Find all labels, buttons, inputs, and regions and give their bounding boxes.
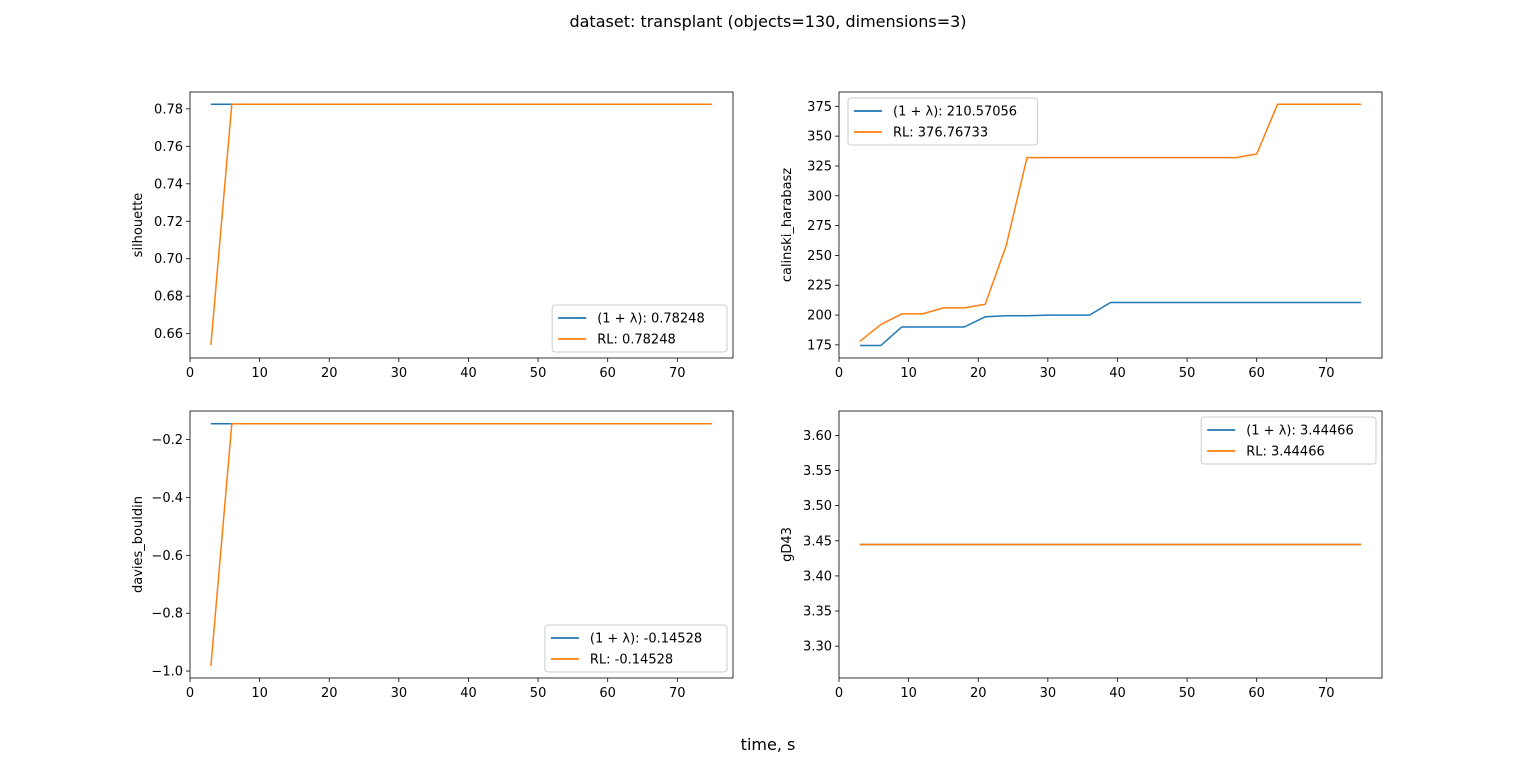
x-tick-label: 50 xyxy=(530,686,547,701)
series-line-1 xyxy=(859,301,1362,347)
legend-label-1: (1 + λ): 210.57056 xyxy=(893,105,1017,120)
y-tick-label: 3.45 xyxy=(803,534,832,549)
y-tick-label: 250 xyxy=(807,249,832,264)
legend-label-2: RL: 3.44466 xyxy=(1246,445,1325,460)
x-tick-label: 60 xyxy=(1248,686,1265,701)
legend-label-2: RL: 376.76733 xyxy=(893,126,988,141)
x-tick-label: 20 xyxy=(321,686,338,701)
legend-label-1: (1 + λ): -0.14528 xyxy=(590,632,702,647)
x-tick-label: 10 xyxy=(900,366,917,381)
subplot-4: 0 10 20 30 40 50 60 70 3.30 3.35 3.40 3.45 3.50 3.55 3… xyxy=(780,410,1383,701)
legend-box xyxy=(544,624,728,673)
series-line-2 xyxy=(210,423,713,666)
y-tick-label: 0.74 xyxy=(154,177,183,192)
subplot-1: 0 10 20 30 40 50 60 70 0.66 0.68 0.70 0.72 0.74 0.76 0… xyxy=(131,91,734,381)
y-tick-label: −0.8 xyxy=(151,607,183,622)
x-tick-label: 10 xyxy=(900,686,917,701)
axes-frame xyxy=(189,410,734,679)
x-tick-label: 50 xyxy=(1179,686,1196,701)
legend: (1 + λ): 3.44466 RL: 3.44466 xyxy=(1200,416,1377,465)
y-axis-label: davies_bouldin xyxy=(131,496,146,593)
y-tick-label: 375 xyxy=(807,100,832,115)
x-tick-label: 60 xyxy=(599,366,616,381)
y-tick-label: 0.70 xyxy=(154,252,183,267)
y-axis-label: silhouette xyxy=(131,193,146,258)
y-tick-label: −0.6 xyxy=(151,549,183,564)
x-tick-label: 40 xyxy=(460,686,477,701)
axes-frame xyxy=(838,410,1383,679)
x-tick-label: 20 xyxy=(321,366,338,381)
x-tick-label: 30 xyxy=(1040,366,1057,381)
legend: (1 + λ): -0.14528 RL: -0.14528 xyxy=(544,624,728,673)
x-tick-label: 40 xyxy=(1109,686,1126,701)
y-tick-label: −0.4 xyxy=(151,491,183,506)
y-tick-label: 325 xyxy=(807,159,832,174)
y-tick-label: 3.35 xyxy=(803,605,832,620)
y-tick-label: 275 xyxy=(807,219,832,234)
x-tick-label: 0 xyxy=(186,366,194,381)
y-tick-label: −1.0 xyxy=(151,665,183,680)
x-tick-label: 30 xyxy=(391,366,408,381)
y-tick-label: 3.40 xyxy=(803,569,832,584)
y-tick-label: 350 xyxy=(807,130,832,145)
x-tick-label: 50 xyxy=(530,366,547,381)
x-tick-label: 0 xyxy=(835,686,843,701)
legend-box xyxy=(551,304,728,353)
y-tick-label: 300 xyxy=(807,189,832,204)
y-tick-label: −0.2 xyxy=(151,433,183,448)
legend-label-1: (1 + λ): 3.44466 xyxy=(1246,424,1354,439)
series-line-2 xyxy=(210,103,713,345)
y-tick-label: 3.50 xyxy=(803,499,832,514)
y-tick-label: 3.30 xyxy=(803,640,832,655)
y-tick-label: 0.78 xyxy=(154,102,183,117)
y-tick-label: 0.68 xyxy=(154,290,183,305)
x-tick-label: 70 xyxy=(1318,366,1335,381)
figure-title: dataset: transplant (objects=130, dimens… xyxy=(569,12,967,31)
legend-label-1: (1 + λ): 0.78248 xyxy=(597,312,705,327)
x-tick-label: 40 xyxy=(460,366,477,381)
x-tick-label: 30 xyxy=(1040,686,1057,701)
y-tick-label: 0.66 xyxy=(154,327,183,342)
legend-box xyxy=(847,97,1038,146)
y-tick-label: 0.76 xyxy=(154,140,183,155)
x-tick-label: 70 xyxy=(669,366,686,381)
series-line-2 xyxy=(859,103,1362,342)
subplot-2: 0 10 20 30 40 50 60 70 175 200 225 250 275 300 325 350 3… xyxy=(780,91,1383,381)
legend: (1 + λ): 0.78248 RL: 0.78248 xyxy=(551,304,728,353)
x-tick-label: 10 xyxy=(251,686,268,701)
figure-xlabel: time, s xyxy=(740,735,796,754)
axes-frame xyxy=(838,91,1383,359)
y-tick-label: 225 xyxy=(807,279,832,294)
y-tick-label: 0.72 xyxy=(154,215,183,230)
y-axis-label: gD43 xyxy=(780,527,795,562)
legend-label-2: RL: -0.14528 xyxy=(590,653,673,668)
legend-box xyxy=(1200,416,1377,465)
x-tick-label: 70 xyxy=(1318,686,1335,701)
x-tick-label: 60 xyxy=(599,686,616,701)
y-tick-label: 175 xyxy=(807,338,832,353)
y-tick-label: 3.60 xyxy=(803,429,832,444)
y-axis-label: calinski_harabasz xyxy=(780,168,795,282)
x-tick-label: 70 xyxy=(669,686,686,701)
y-tick-label: 200 xyxy=(807,309,832,324)
subplot-3: 0 10 20 30 40 50 60 70 −1.0 −0.8 −0.6 −0.4 −0.2 davie… xyxy=(131,410,734,701)
x-tick-label: 0 xyxy=(186,686,194,701)
x-tick-label: 30 xyxy=(391,686,408,701)
x-tick-label: 20 xyxy=(970,366,987,381)
x-tick-label: 40 xyxy=(1109,366,1126,381)
x-tick-label: 20 xyxy=(970,686,987,701)
x-tick-label: 10 xyxy=(251,366,268,381)
x-tick-label: 0 xyxy=(835,366,843,381)
y-tick-label: 3.55 xyxy=(803,464,832,479)
legend-label-2: RL: 0.78248 xyxy=(597,333,676,348)
x-tick-label: 60 xyxy=(1248,366,1265,381)
x-tick-label: 50 xyxy=(1179,366,1196,381)
legend: (1 + λ): 210.57056 RL: 376.76733 xyxy=(847,97,1038,146)
axes-frame xyxy=(189,91,734,359)
